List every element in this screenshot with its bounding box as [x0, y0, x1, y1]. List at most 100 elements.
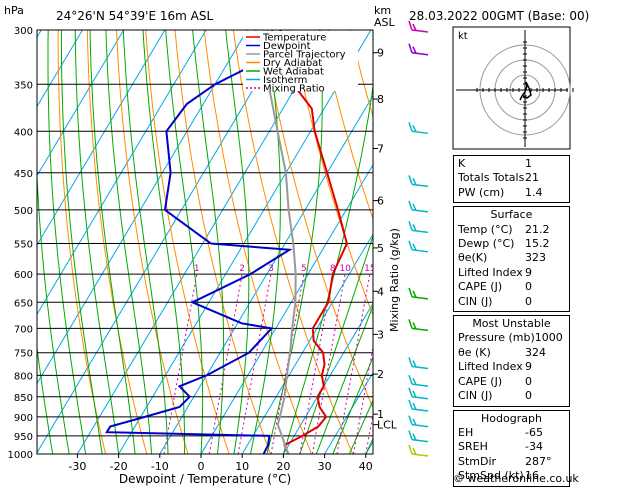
stat-row: Dewp (°C) 15.2	[458, 237, 565, 251]
height-tick-label: LCL	[377, 419, 398, 432]
most-unstable-title: Most Unstable	[458, 317, 565, 331]
hodograph: kt	[453, 27, 573, 149]
pressure-tick-label: 300	[14, 26, 33, 37]
wind-barb	[412, 397, 428, 399]
x-tick-label: 40	[359, 460, 373, 473]
stat-row: Temp (°C)21.2	[458, 223, 565, 237]
stat-value: 16	[525, 469, 565, 483]
wind-barb	[412, 384, 428, 386]
hodograph-frame	[453, 27, 570, 149]
wind-barb	[412, 230, 428, 232]
stat-row: StmSpd (kt)16	[458, 469, 565, 483]
wind-barb-feather	[409, 288, 412, 297]
stat-label: SREH	[458, 440, 488, 454]
wind-barb	[412, 131, 428, 133]
pressure-tick-label: 450	[14, 169, 33, 180]
wind-barbs	[409, 21, 428, 456]
stat-value: 287°	[525, 455, 565, 469]
isotherm-line	[36, 30, 288, 454]
mixing-ratio-label: 10	[339, 264, 351, 274]
pressure-tick-label: 750	[14, 349, 33, 360]
pressure-tick-label: 550	[14, 239, 33, 250]
wind-barb-feather	[409, 221, 412, 230]
legend-entry: Mixing Ratio	[263, 84, 325, 95]
wind-barb	[412, 328, 428, 330]
stat-value: 0	[525, 389, 565, 403]
wind-barb-feather	[409, 375, 412, 384]
stat-value: 9	[525, 266, 565, 280]
stat-value: 15.2	[525, 237, 565, 251]
stat-value: -65	[525, 426, 565, 440]
height-tick-label: 6	[377, 195, 384, 208]
mixing-ratio-label: 15	[364, 264, 375, 274]
height-tick-label: 4	[377, 285, 384, 298]
pressure-tick-label: 650	[14, 298, 33, 309]
dry-adiabat-line	[58, 30, 106, 454]
pressure-tick-label: 900	[14, 413, 33, 424]
stat-value: 0	[525, 295, 565, 309]
x-tick-label: -30	[68, 460, 86, 473]
wind-barb-feather	[409, 431, 412, 440]
wind-barb	[412, 53, 428, 55]
wind-barb-feather	[409, 400, 412, 409]
wet-adiabat-line	[123, 30, 168, 454]
stat-value: 323	[525, 251, 565, 265]
pressure-tick-label: 350	[14, 80, 33, 91]
wet-adiabat-line	[106, 30, 152, 454]
stat-label: Pressure (mb)	[458, 331, 535, 345]
x-tick-label: 30	[318, 460, 332, 473]
wind-barb	[412, 367, 428, 369]
pressure-tick-label: 600	[14, 270, 33, 281]
wind-barb-feather	[409, 122, 412, 131]
wind-barb	[412, 184, 428, 186]
wind-barb-feather	[409, 358, 412, 367]
stat-row: CIN (J)0	[458, 389, 565, 403]
wet-adiabat-line	[90, 30, 135, 454]
wind-barb	[412, 297, 428, 299]
wind-barb-feather	[409, 175, 412, 184]
wind-barb-feather	[409, 388, 412, 397]
pressure-tick-label: 1000	[8, 450, 33, 461]
stat-label: EH	[458, 426, 473, 440]
stat-label: Dewp (°C)	[458, 237, 514, 251]
wind-barb-feather	[409, 416, 412, 425]
stat-value: 9	[525, 360, 565, 374]
mixing-ratio-label: 2	[239, 264, 245, 274]
wet-adiabat-line	[75, 30, 118, 454]
stat-label: CAPE (J)	[458, 280, 502, 294]
stat-row: EH -65	[458, 426, 565, 440]
location-title: 24°26'N 54°39'E 16m ASL	[56, 9, 213, 23]
height-tick-label: 5	[377, 242, 384, 255]
wind-barb-feather	[409, 319, 412, 328]
wet-adiabat-line	[61, 30, 102, 454]
stat-label: Temp (°C)	[458, 223, 513, 237]
stat-label: Lifted Index	[458, 266, 523, 280]
stat-label: Lifted Index	[458, 360, 523, 374]
stat-row: SREH-34	[458, 440, 565, 454]
wind-barb-feather	[409, 44, 412, 53]
stat-row: CAPE (J)0	[458, 375, 565, 389]
stat-row: Pressure (mb)1000	[458, 331, 565, 345]
pressure-unit: hPa	[4, 4, 24, 17]
height-tick-label: 3	[377, 328, 384, 341]
mixing-ratio-line	[238, 274, 271, 454]
stat-value: 0	[525, 280, 565, 294]
mixing-ratio-label: 5	[301, 264, 307, 274]
wind-barb	[412, 250, 428, 252]
stat-row: CAPE (J) 0	[458, 280, 565, 294]
height-unit-sub: ASL	[374, 16, 396, 29]
stat-value: 21	[525, 171, 565, 185]
pressure-tick-label: 800	[14, 371, 33, 382]
stat-label: K	[458, 157, 465, 171]
hodograph-title: Hodograph	[458, 412, 565, 426]
hodograph-unit: kt	[458, 31, 468, 42]
mixing-ratio-label: 3	[268, 264, 274, 274]
dry-adiabat-line	[584, 30, 629, 454]
